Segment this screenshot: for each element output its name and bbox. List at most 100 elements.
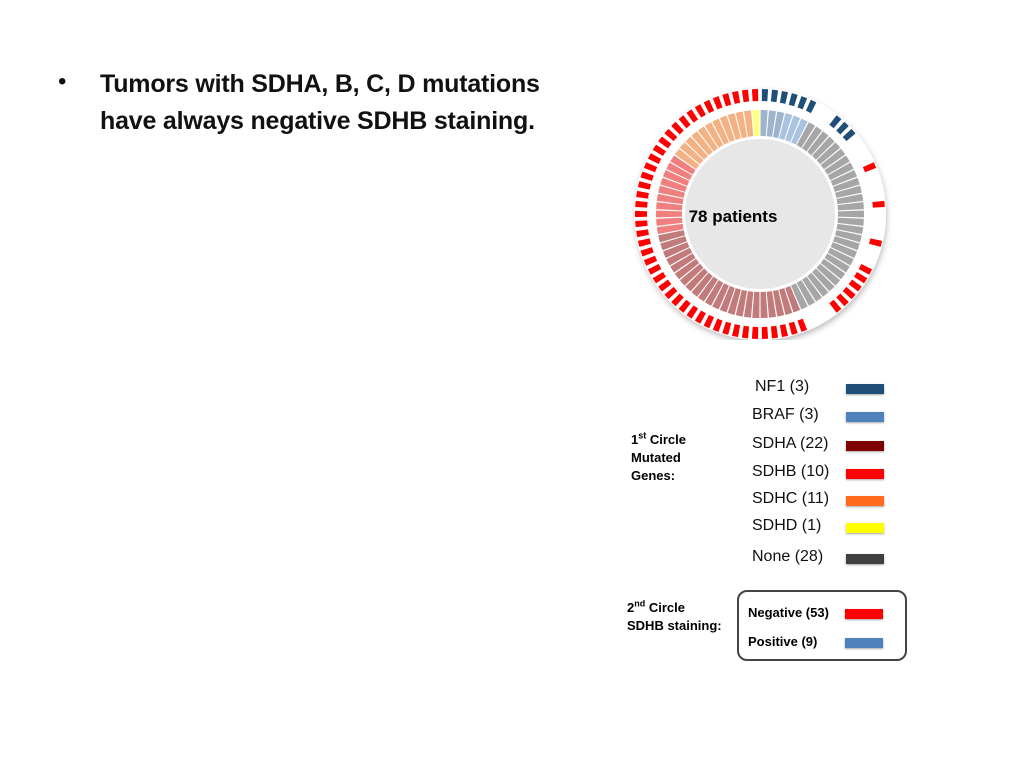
outer-mark-negative bbox=[770, 325, 779, 339]
legend-swatch-positive bbox=[845, 638, 883, 648]
legend-item-none: None (28) bbox=[752, 548, 892, 570]
legend-item-nf1: NF1 (3) bbox=[752, 378, 892, 400]
inner-segment-nf1 bbox=[766, 110, 777, 137]
outer-mark-negative bbox=[712, 96, 723, 110]
inner-segment-none bbox=[833, 236, 860, 251]
inner-segment-none bbox=[835, 185, 862, 198]
legend-swatch-nf1 bbox=[846, 384, 884, 394]
bullet-text-line-2: have always negative SDHB staining. bbox=[100, 107, 535, 135]
legend-label-sdhd: SDHD (1) bbox=[752, 517, 822, 534]
inner-segment-braf bbox=[785, 115, 801, 143]
center-label: 78 patients bbox=[689, 207, 778, 226]
outer-mark-negative bbox=[741, 89, 750, 103]
outer-mark-negative bbox=[869, 238, 883, 247]
outer-mark-negative bbox=[779, 324, 789, 338]
inner-segment-none bbox=[802, 276, 822, 302]
bullet-symbol: • bbox=[58, 68, 67, 95]
legend-label-nf1: NF1 (3) bbox=[755, 378, 810, 395]
inner-segment-sdha bbox=[660, 236, 687, 251]
legend-label-braf: BRAF (3) bbox=[752, 406, 819, 423]
outer-mark-negative bbox=[694, 310, 706, 324]
inner-segment-sdhb bbox=[670, 155, 696, 175]
inner-segment-none bbox=[824, 253, 850, 273]
legend-swatch-negative bbox=[845, 609, 883, 619]
inner-segment-sdhc bbox=[735, 111, 748, 139]
inner-segment-sdha bbox=[779, 288, 793, 315]
inner-segment-sdha bbox=[743, 291, 754, 318]
outer-mark-negative bbox=[872, 200, 885, 208]
inner-segment-sdha bbox=[772, 289, 785, 317]
legend-item-sdhc: SDHC (11) bbox=[752, 490, 892, 512]
inner-segment-none bbox=[833, 177, 860, 192]
outer-mark-negative bbox=[686, 109, 699, 123]
inner-segment-none bbox=[837, 210, 864, 218]
inner-segment-sdha bbox=[704, 280, 724, 306]
outer-mark-positive bbox=[797, 96, 808, 110]
outer-mark-negative bbox=[635, 210, 648, 218]
outer-mark-negative bbox=[686, 305, 699, 319]
inner-segment-sdha bbox=[735, 289, 748, 317]
inner-segment-sdha bbox=[691, 272, 713, 297]
outer-mark-negative bbox=[652, 144, 667, 156]
outer-mark-negative bbox=[637, 238, 651, 247]
legend-swatch-sdhb bbox=[846, 469, 884, 479]
inner-segment-sdhc bbox=[679, 142, 704, 165]
outer-mark-negative bbox=[637, 181, 651, 190]
inner-segment-sdha bbox=[752, 291, 760, 318]
outer-mark-negative bbox=[858, 264, 873, 275]
inner-segment-none bbox=[837, 202, 864, 211]
inner-segment-none bbox=[836, 193, 864, 205]
inner-segment-none bbox=[827, 247, 854, 266]
outer-mark-negative bbox=[703, 99, 715, 114]
outer-mark-negative bbox=[658, 136, 672, 149]
inner-segment-none bbox=[796, 122, 816, 148]
legend-item-negative: Negative (53) bbox=[748, 605, 898, 625]
outer-mark-negative bbox=[636, 190, 649, 199]
outer-mark-positive bbox=[761, 89, 769, 102]
inner-segment-braf bbox=[779, 113, 793, 140]
inner-segment-sdhc bbox=[743, 110, 754, 137]
inner-segment-sdha bbox=[760, 291, 768, 318]
legend-swatch-sdha bbox=[846, 441, 884, 451]
inner-segment-sdha bbox=[670, 253, 696, 273]
inner-segment-sdhb bbox=[656, 210, 683, 218]
outer-mark-negative bbox=[671, 293, 684, 307]
outer-mark-negative bbox=[640, 247, 654, 257]
inner-segment-sdhb bbox=[656, 193, 684, 205]
legend-label-positive: Positive (9) bbox=[748, 634, 818, 649]
outer-mark-negative bbox=[678, 299, 691, 313]
outer-mark-negative bbox=[788, 321, 798, 335]
outer-mark-positive bbox=[836, 121, 849, 135]
staining-legend-box bbox=[737, 590, 907, 661]
outer-mark-negative bbox=[664, 128, 678, 142]
legend-item-braf: BRAF (3) bbox=[752, 406, 892, 428]
inner-segment-sdhc bbox=[712, 118, 729, 145]
legend-swatch-sdhd bbox=[846, 523, 884, 533]
legend-item-sdhb: SDHB (10) bbox=[752, 463, 892, 485]
inner-segment-sdha bbox=[658, 230, 685, 243]
inner-segment-sdhb bbox=[656, 223, 684, 235]
inner-segment-sdha bbox=[674, 258, 700, 280]
outer-mark-positive bbox=[805, 99, 817, 114]
inner-segment-none bbox=[824, 155, 850, 175]
outer-mark-positive bbox=[842, 128, 856, 142]
inner-segment-sdhd bbox=[752, 110, 760, 137]
outer-mark-positive bbox=[829, 115, 842, 129]
legend-label-sdhc: SDHC (11) bbox=[752, 490, 830, 507]
inner-segment-sdha bbox=[685, 268, 708, 292]
outer-ring-sdhb-staining bbox=[635, 89, 885, 339]
inner-segment-none bbox=[820, 258, 846, 280]
inner-segment-sdhb bbox=[656, 217, 683, 226]
outer-mark-negative bbox=[643, 255, 658, 266]
inner-segment-none bbox=[830, 169, 858, 186]
legend-item-positive: Positive (9) bbox=[748, 634, 898, 654]
legend-label-sdhb: SDHB (10) bbox=[752, 463, 830, 480]
donut-center-disc bbox=[683, 137, 837, 291]
outer-mark-negative bbox=[761, 326, 769, 339]
outer-mark-negative bbox=[797, 318, 808, 332]
legend-item-sdha: SDHA (22) bbox=[752, 435, 892, 457]
outer-mark-negative bbox=[643, 162, 658, 173]
bullet-text: Tumors with SDHA, B, C, D mutations have… bbox=[100, 66, 598, 140]
first-circle-heading: 1st Circle Mutated Genes: bbox=[631, 430, 686, 483]
inner-segment-sdha bbox=[727, 288, 741, 315]
